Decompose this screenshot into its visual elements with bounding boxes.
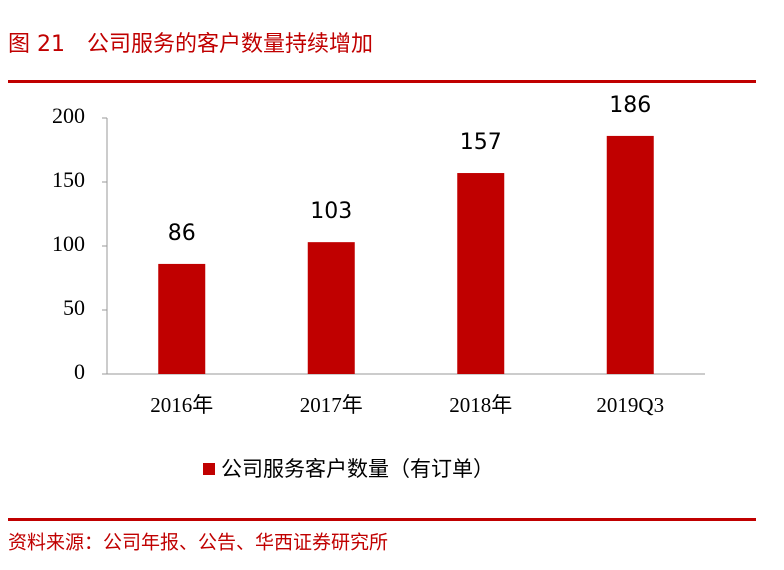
source-rule bbox=[8, 518, 756, 521]
bar bbox=[457, 173, 505, 374]
data-label: 86 bbox=[168, 221, 196, 246]
x-tick-label: 2019Q3 bbox=[596, 393, 664, 417]
data-label: 157 bbox=[460, 130, 502, 155]
bar bbox=[307, 242, 355, 374]
data-label: 186 bbox=[609, 93, 651, 118]
bar bbox=[606, 135, 654, 374]
y-tick-label: 200 bbox=[52, 103, 85, 128]
chart-title: 图 21 公司服务的客户数量持续增加 bbox=[8, 32, 373, 57]
x-tick-label: 2017年 bbox=[300, 393, 363, 417]
x-tick-label: 2018年 bbox=[449, 393, 512, 417]
legend-label: 公司服务客户数量（有订单） bbox=[221, 457, 494, 481]
y-tick-label: 100 bbox=[52, 231, 85, 256]
legend-swatch bbox=[203, 463, 215, 475]
title-rule bbox=[8, 80, 756, 83]
y-tick-label: 150 bbox=[52, 167, 85, 192]
x-tick-label: 2016年 bbox=[150, 393, 213, 417]
bar bbox=[158, 263, 206, 374]
data-label: 103 bbox=[310, 199, 352, 224]
source-note: 资料来源：公司年报、公告、华西证券研究所 bbox=[8, 532, 388, 554]
y-tick-label: 50 bbox=[63, 295, 85, 320]
y-tick-label: 0 bbox=[74, 359, 85, 384]
